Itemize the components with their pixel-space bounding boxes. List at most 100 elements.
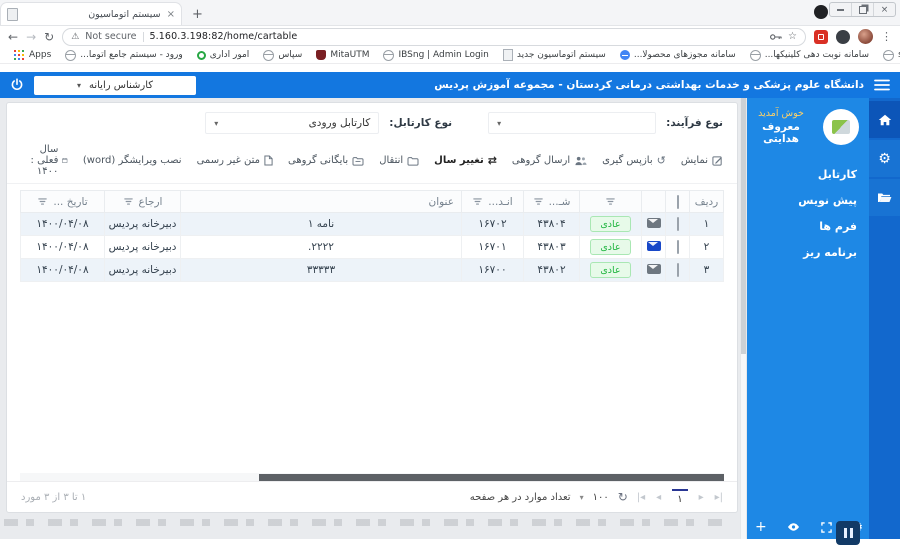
bookmark-item[interactable]: سامانه نوبت دهی کلینیکها... bbox=[745, 49, 874, 61]
settings-tab[interactable]: ⚙ bbox=[869, 140, 900, 177]
per-page-value[interactable]: ۱۰۰ bbox=[592, 491, 609, 503]
browser-tab[interactable]: سیستم اتوماسیون × bbox=[0, 2, 182, 25]
reload-icon[interactable]: ↻ bbox=[44, 29, 55, 44]
scrollbar-thumb[interactable] bbox=[259, 473, 724, 481]
avatar-photo bbox=[832, 119, 850, 134]
apps-button[interactable]: Apps bbox=[8, 50, 56, 60]
sidebar-item-drafts[interactable]: پیش نویس bbox=[798, 193, 857, 207]
pdf-extension-icon[interactable] bbox=[814, 29, 828, 44]
cartable-type-select[interactable]: کارتابل ورودی ▾ bbox=[205, 112, 380, 134]
chevron-down-icon[interactable]: ▾ bbox=[579, 492, 584, 502]
letter-number: ۴۳۸۰۳ bbox=[523, 235, 580, 259]
tab-favicon-icon bbox=[7, 7, 18, 21]
hamburger-menu-icon[interactable] bbox=[874, 79, 890, 91]
first-page-icon[interactable]: |◂ bbox=[636, 491, 646, 503]
group-send-button[interactable]: ارسال گروهی bbox=[512, 155, 587, 166]
bookmark-item[interactable]: santeb bbox=[878, 49, 900, 61]
bookmark-item[interactable]: سامانه مجوزهای محصولا... bbox=[615, 50, 741, 60]
select-all-checkbox[interactable] bbox=[676, 194, 679, 209]
globe-icon bbox=[383, 49, 395, 61]
sidebar-item-planner[interactable]: برنامه ریز bbox=[803, 245, 857, 259]
letter-title[interactable]: ۳۳۳۳۳ bbox=[180, 258, 462, 282]
letter-number: ۴۳۸۰۴ bbox=[523, 212, 580, 236]
chevron-down-icon: ▾ bbox=[497, 118, 502, 128]
undo-icon: ↺ bbox=[656, 154, 666, 167]
row-checkbox[interactable] bbox=[676, 240, 679, 254]
close-window-button[interactable]: × bbox=[873, 3, 895, 16]
install-editor-button[interactable]: نصب ویرایشگر (word) bbox=[82, 155, 182, 166]
scrollbar-thumb[interactable] bbox=[741, 98, 746, 354]
logout-power-icon[interactable] bbox=[10, 78, 24, 92]
new-tab-button[interactable]: + bbox=[192, 7, 203, 22]
filter-icon[interactable] bbox=[123, 196, 134, 207]
read-envelope-icon[interactable] bbox=[646, 217, 661, 228]
gears-icon: ⚙ bbox=[878, 150, 891, 167]
filter-icon[interactable] bbox=[472, 196, 483, 207]
bookmark-star-icon[interactable]: ☆ bbox=[788, 31, 797, 42]
current-page[interactable]: ۱ bbox=[672, 489, 688, 505]
sidebar-item-forms[interactable]: فرم ها bbox=[819, 219, 857, 233]
extension-icon[interactable] bbox=[836, 29, 850, 44]
filter-icon[interactable] bbox=[533, 196, 544, 207]
letter-title[interactable]: نامه ۱ bbox=[180, 212, 462, 236]
chevron-down-icon: ▾ bbox=[214, 118, 219, 128]
unread-envelope-icon[interactable] bbox=[646, 240, 661, 251]
key-icon[interactable] bbox=[769, 33, 782, 41]
change-year-button[interactable]: ⇄ تغییر سال bbox=[434, 154, 497, 167]
last-page-icon[interactable]: ▸| bbox=[714, 491, 723, 503]
bookmark-item[interactable]: سپاس bbox=[258, 49, 307, 61]
swap-icon: ⇄ bbox=[487, 154, 497, 167]
role-select[interactable]: کارشناس رایانه ▾ bbox=[34, 75, 196, 95]
add-icon[interactable]: + bbox=[755, 519, 767, 535]
group-archive-button[interactable]: بایگانی گروهی bbox=[288, 155, 364, 166]
status-badge: عادی bbox=[590, 262, 631, 278]
bookmark-item[interactable]: ورود - سیستم جامع اتوما... bbox=[60, 49, 187, 61]
read-envelope-icon[interactable] bbox=[646, 263, 661, 274]
address-bar[interactable]: ⚠ Not secure 5.160.3.198:82/home/cartabl… bbox=[62, 27, 806, 46]
browser-profile-avatar[interactable] bbox=[858, 29, 873, 44]
filter-icon[interactable] bbox=[37, 196, 48, 207]
restore-button[interactable] bbox=[851, 3, 873, 16]
process-type-select[interactable]: ▾ bbox=[488, 112, 657, 134]
bookmark-item[interactable]: IBSng | Admin Login bbox=[378, 49, 493, 61]
refresh-icon[interactable]: ↻ bbox=[617, 490, 628, 504]
view-button[interactable]: نمایش bbox=[681, 155, 723, 166]
row-checkbox[interactable] bbox=[676, 217, 679, 231]
document-icon bbox=[264, 155, 273, 166]
bookmark-item[interactable]: MitaUTM bbox=[311, 50, 374, 60]
filter-icon[interactable] bbox=[605, 196, 616, 207]
folders-tab[interactable] bbox=[869, 179, 900, 216]
next-page-icon[interactable]: ▸ bbox=[698, 491, 704, 503]
bookmark-item[interactable]: امور اداری bbox=[192, 50, 255, 60]
visibility-icon[interactable] bbox=[787, 522, 800, 532]
minimize-button[interactable] bbox=[830, 3, 851, 16]
user-avatar[interactable] bbox=[823, 108, 859, 145]
media-controls-icon[interactable] bbox=[814, 5, 828, 19]
url-text[interactable]: 5.160.3.198:82/home/cartable bbox=[149, 31, 298, 42]
letter-title[interactable]: ۲۲۲۲. bbox=[180, 235, 462, 259]
fullscreen-icon[interactable] bbox=[820, 521, 832, 533]
prev-page-icon[interactable]: ◂ bbox=[656, 491, 662, 503]
informal-text-button[interactable]: متن غیر رسمی bbox=[197, 155, 273, 166]
browser-menu-icon[interactable]: ⋮ bbox=[881, 30, 892, 43]
transfer-button[interactable]: انتقال bbox=[379, 155, 419, 166]
bookmark-item[interactable]: سیستم اتوماسیون جدید bbox=[498, 49, 611, 61]
sidebar-item-cartable[interactable]: کارتابل bbox=[817, 167, 857, 181]
recall-button[interactable]: ↺ بازپس گیری bbox=[602, 154, 666, 167]
horizontal-scrollbar[interactable] bbox=[20, 473, 724, 481]
forward-icon[interactable]: → bbox=[26, 29, 37, 44]
back-icon[interactable]: ← bbox=[8, 29, 19, 44]
home-tab[interactable] bbox=[869, 101, 900, 138]
indicator-number: ۱۶۷۰۰ bbox=[461, 258, 524, 282]
table-row[interactable]: ۲ عادی ۴۳۸۰۳ ۱۶۷۰۱ ۲۲۲۲. دبیرخانه پردیس … bbox=[20, 235, 724, 259]
tab-close-icon[interactable]: × bbox=[166, 8, 175, 20]
row-checkbox[interactable] bbox=[676, 263, 679, 277]
globe-icon bbox=[65, 49, 77, 61]
table-row[interactable]: ۱ عادی ۴۳۸۰۴ ۱۶۷۰۲ نامه ۱ دبیرخانه پردیس… bbox=[20, 212, 724, 236]
vertical-scrollbar[interactable] bbox=[740, 98, 747, 539]
table-row[interactable]: ۳ عادی ۴۳۸۰۲ ۱۶۷۰۰ ۳۳۳۳۳ دبیرخانه پردیس … bbox=[20, 258, 724, 282]
row-number: ۳ bbox=[689, 258, 724, 282]
open-folder-icon bbox=[878, 193, 892, 202]
recorder-pause-overlay[interactable] bbox=[836, 521, 860, 545]
security-label[interactable]: Not secure bbox=[85, 31, 137, 42]
